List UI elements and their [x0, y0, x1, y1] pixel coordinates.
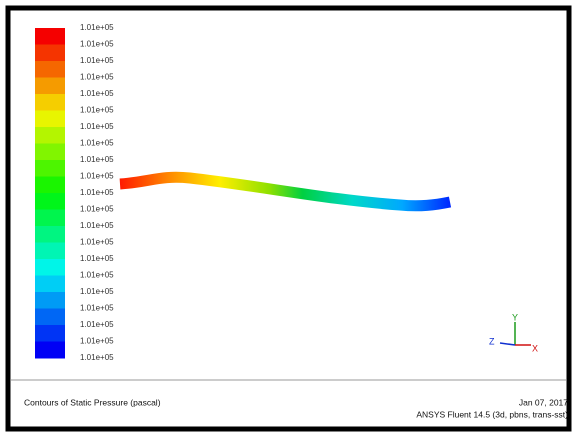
solver-version: ANSYS Fluent 14.5 (3d, pbns, trans-sst) [416, 409, 568, 419]
colorbar-label: 1.01e+05 [80, 73, 114, 82]
colorbar-swatch [35, 127, 65, 144]
colorbar-swatch [35, 226, 65, 243]
colorbar-label: 1.01e+05 [80, 304, 114, 313]
colorbar-label: 1.01e+05 [80, 238, 114, 247]
colorbar-swatch [35, 259, 65, 276]
colorbar-swatch [35, 309, 65, 326]
y-axis-label: Y [512, 312, 518, 322]
colorbar-swatch [35, 193, 65, 210]
colorbar-label: 1.01e+05 [80, 172, 114, 181]
plot-title: Contours of Static Pressure (pascal) [24, 397, 161, 407]
colorbar-swatch [35, 45, 65, 62]
colorbar-label: 1.01e+05 [80, 320, 114, 329]
colorbar-swatch [35, 144, 65, 161]
window-frame [8, 8, 569, 429]
colorbar-label: 1.01e+05 [80, 122, 114, 131]
colorbar-label: 1.01e+05 [80, 287, 114, 296]
z-axis-label: Z [489, 336, 495, 346]
colorbar-label: 1.01e+05 [80, 353, 114, 362]
colorbar-swatch [35, 160, 65, 177]
colorbar-label: 1.01e+05 [80, 89, 114, 98]
colorbar-label: 1.01e+05 [80, 139, 114, 148]
colorbar-swatch [35, 292, 65, 309]
colorbar-swatch [35, 61, 65, 78]
colorbar-label: 1.01e+05 [80, 221, 114, 230]
colorbar-label: 1.01e+05 [80, 155, 114, 164]
fluent-window: 1.01e+05 1.01e+05 1.01e+05 1.01e+05 1.01e+05… [0, 0, 576, 435]
colorbar-swatch [35, 243, 65, 260]
colorbar-label: 1.01e+05 [80, 56, 114, 65]
x-axis-label: X [532, 343, 538, 353]
colorbar-swatch [35, 111, 65, 128]
page: {"colorbar": {"labels": ["1.01e+05","1.0… [0, 0, 576, 435]
colorbar-swatch [35, 78, 65, 95]
colorbar-swatch [35, 94, 65, 111]
colorbar-label: 1.01e+05 [80, 337, 114, 346]
colorbar-swatch [35, 28, 65, 45]
colorbar-swatch [35, 276, 65, 293]
colorbar-swatch [35, 325, 65, 342]
plot-date: Jan 07, 2017 [519, 397, 568, 407]
colorbar-label: 1.01e+05 [80, 271, 114, 280]
colorbar-label: 1.01e+05 [80, 205, 114, 214]
colorbar-swatch [35, 342, 65, 359]
colorbar-swatch [35, 177, 65, 194]
colorbar-label: 1.01e+05 [80, 254, 114, 263]
colorbar-label: 1.01e+05 [80, 188, 114, 197]
colorbar-label: 1.01e+05 [80, 106, 114, 115]
colorbar-swatch [35, 210, 65, 227]
colorbar-label: 1.01e+05 [80, 23, 114, 32]
colorbar-label: 1.01e+05 [80, 40, 114, 49]
